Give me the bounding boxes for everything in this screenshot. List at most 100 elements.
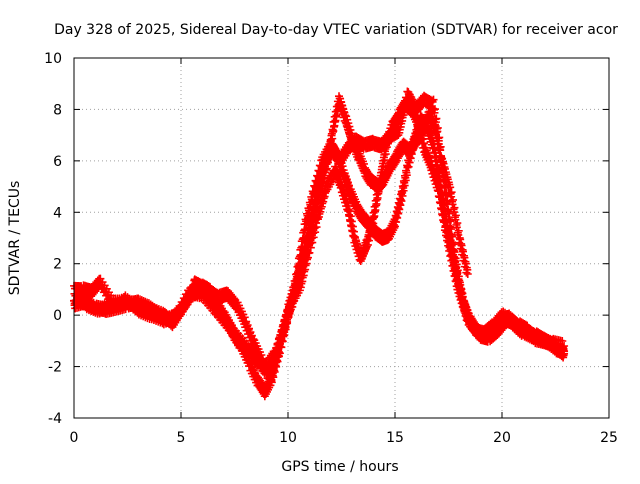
series-track-1 xyxy=(70,111,569,401)
data-point xyxy=(298,242,307,251)
data-point xyxy=(322,164,331,173)
data-point xyxy=(435,133,444,142)
data-point xyxy=(291,280,300,289)
data-point xyxy=(522,323,531,332)
data-point xyxy=(560,347,569,356)
plot-frame xyxy=(73,57,610,419)
points-layer xyxy=(70,87,569,401)
data-point xyxy=(247,331,256,340)
data-point xyxy=(377,174,386,183)
data-point xyxy=(292,276,301,285)
data-point xyxy=(294,261,303,270)
data-point xyxy=(401,176,410,185)
data-point xyxy=(429,95,438,104)
data-point xyxy=(437,198,446,207)
data-point xyxy=(302,219,311,228)
y-tick-label: 10 xyxy=(44,51,62,67)
y-tick-label: 4 xyxy=(53,205,62,221)
data-point xyxy=(379,162,388,171)
data-point xyxy=(434,180,443,189)
data-point xyxy=(246,328,255,337)
data-point xyxy=(284,312,293,321)
data-point xyxy=(243,321,252,330)
y-tick-label: 2 xyxy=(53,257,62,273)
data-point xyxy=(309,233,318,242)
data-point xyxy=(299,233,308,242)
data-point xyxy=(280,331,289,340)
data-point xyxy=(290,287,299,296)
data-point xyxy=(269,373,278,382)
data-point xyxy=(363,240,372,249)
y-tick-label: 0 xyxy=(53,308,62,324)
x-axis-label: GPS time / hours xyxy=(281,459,398,475)
data-point xyxy=(293,269,302,278)
data-point xyxy=(376,180,385,189)
data-point xyxy=(460,253,469,262)
data-point xyxy=(240,313,249,322)
y-tick-label: 6 xyxy=(53,154,62,170)
data-point xyxy=(305,248,314,257)
data-point xyxy=(450,203,459,212)
data-point xyxy=(432,114,441,123)
data-point xyxy=(451,270,460,279)
data-point xyxy=(295,259,304,268)
data-point xyxy=(272,362,281,371)
data-point xyxy=(381,150,390,159)
data-point xyxy=(436,142,445,151)
chart-title: Day 328 of 2025, Sidereal Day-to-day VTE… xyxy=(54,22,618,38)
data-point xyxy=(463,270,472,278)
data-point xyxy=(336,175,345,184)
data-point xyxy=(436,192,445,201)
y-tick-label: 8 xyxy=(53,102,62,118)
data-point xyxy=(400,181,409,190)
data-point xyxy=(435,186,444,195)
data-point xyxy=(530,336,539,345)
x-tick-label: 10 xyxy=(279,430,297,446)
data-point xyxy=(524,324,533,333)
data-point xyxy=(295,252,304,261)
data-point xyxy=(306,243,315,252)
y-axis-label: SDTVAR / TECUs xyxy=(7,181,23,296)
data-point xyxy=(345,207,354,216)
data-point xyxy=(457,241,466,250)
data-point xyxy=(308,238,317,247)
series-track-4 xyxy=(189,87,472,390)
data-point xyxy=(367,228,376,237)
data-point xyxy=(261,361,270,370)
data-point xyxy=(447,188,456,197)
x-tick-label: 0 xyxy=(70,430,79,446)
data-point xyxy=(438,204,447,213)
data-point xyxy=(378,168,387,177)
data-point xyxy=(439,210,448,219)
y-tick-label: -2 xyxy=(48,360,62,376)
data-point xyxy=(440,216,449,225)
data-point xyxy=(283,319,292,328)
data-point xyxy=(260,358,269,367)
data-point xyxy=(319,194,328,203)
data-point xyxy=(348,222,357,231)
data-point xyxy=(303,255,312,264)
data-point xyxy=(242,317,251,326)
data-point xyxy=(245,324,254,333)
data-point xyxy=(461,259,470,268)
data-point xyxy=(359,159,368,168)
data-point xyxy=(312,223,321,232)
data-point xyxy=(364,236,373,245)
data-point xyxy=(303,214,312,223)
y-tick-label: -4 xyxy=(48,411,62,427)
x-tick-label: 15 xyxy=(386,430,404,446)
data-point xyxy=(368,223,377,232)
data-point xyxy=(433,123,442,132)
data-point xyxy=(456,235,465,244)
data-point xyxy=(347,217,356,226)
data-point xyxy=(288,293,297,302)
x-tick-label: 20 xyxy=(493,430,511,446)
data-point xyxy=(449,195,458,204)
data-point xyxy=(451,211,460,220)
data-point xyxy=(398,191,407,200)
data-point xyxy=(267,378,276,387)
data-point xyxy=(459,247,468,256)
data-point xyxy=(402,171,411,180)
